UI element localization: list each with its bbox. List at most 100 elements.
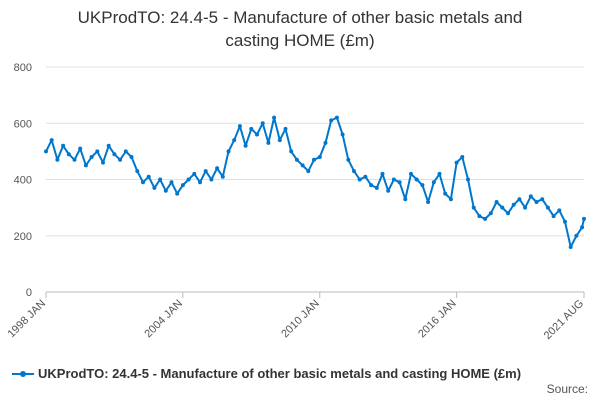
x-tick-label: 1998 JAN: [5, 298, 48, 341]
data-point: [44, 149, 48, 154]
y-tick-label: 600: [14, 118, 32, 130]
data-point: [277, 138, 282, 143]
data-point: [255, 132, 259, 137]
data-point: [283, 126, 288, 131]
data-point: [294, 157, 299, 162]
data-point: [563, 219, 567, 224]
chart-title-line-2: casting HOME (£m): [225, 31, 375, 50]
data-point: [78, 146, 83, 151]
data-point: [198, 180, 202, 185]
data-point: [89, 155, 94, 159]
data-point: [83, 163, 88, 168]
data-point: [477, 214, 482, 219]
data-point: [374, 185, 379, 190]
gridlines: [46, 66, 584, 237]
series-layer: [44, 115, 586, 249]
data-point: [386, 188, 391, 193]
y-tick-label: 800: [14, 62, 32, 74]
data-point: [414, 177, 419, 182]
series-line: [45, 116, 585, 248]
source-label: Source:: [546, 382, 588, 396]
data-point: [95, 149, 100, 154]
data-point: [152, 185, 157, 190]
data-point: [266, 140, 271, 145]
x-tick-label: 2004 JAN: [142, 298, 185, 341]
data-point: [118, 157, 123, 162]
data-point: [391, 177, 396, 182]
data-point: [49, 138, 54, 143]
data-point: [523, 205, 528, 210]
data-point: [420, 183, 425, 188]
data-point: [180, 183, 185, 188]
data-point: [454, 160, 459, 165]
y-tick-label: 0: [26, 287, 32, 299]
data-point: [466, 177, 470, 182]
data-point: [346, 157, 351, 162]
data-point: [66, 152, 71, 157]
data-point: [260, 121, 265, 126]
data-point: [129, 155, 134, 159]
data-point: [534, 200, 539, 204]
data-point: [551, 214, 556, 219]
x-tick-labels: 1998 JAN 2004 JAN 2010 JAN 2016 JAN 2021 AUG: [5, 298, 586, 342]
data-point: [540, 197, 545, 202]
y-tick-labels: 0 200 400 600 800: [14, 62, 32, 299]
chart-title: UKProdTO: 24.4-5 - Manufacture of other …: [0, 6, 600, 52]
legend-label: UKProdTO: 24.4-5 - Manufacture of other …: [38, 366, 522, 381]
data-point: [437, 171, 442, 176]
data-point: [123, 149, 128, 154]
data-point: [574, 233, 579, 238]
data-point: [243, 143, 248, 148]
data-point: [163, 188, 168, 193]
data-point: [352, 169, 356, 174]
data-point: [175, 191, 180, 196]
data-point: [426, 200, 431, 204]
data-point: [300, 163, 305, 168]
data-point: [580, 225, 585, 230]
data-point: [357, 177, 362, 182]
chart-title-line-1: UKProdTO: 24.4-5 - Manufacture of other …: [77, 8, 523, 27]
data-point: [403, 197, 408, 202]
data-point: [203, 169, 208, 174]
data-point: [409, 171, 413, 176]
data-point: [340, 132, 345, 137]
data-point: [220, 174, 225, 179]
data-point: [334, 115, 339, 120]
data-point: [146, 174, 151, 179]
y-tick-label: 200: [14, 231, 32, 243]
data-point: [169, 180, 174, 185]
data-point: [106, 143, 111, 148]
data-point: [369, 183, 374, 188]
data-point: [557, 208, 562, 213]
data-point: [209, 177, 214, 182]
data-point: [443, 191, 448, 196]
data-point: [249, 126, 254, 131]
data-point: [582, 216, 586, 221]
data-point: [101, 160, 105, 165]
data-point: [517, 197, 522, 202]
data-point: [506, 211, 510, 216]
data-point: [289, 149, 294, 154]
data-point: [192, 171, 197, 176]
data-point: [317, 155, 322, 159]
data-point: [494, 200, 499, 204]
data-point: [226, 149, 231, 154]
data-point: [55, 157, 60, 162]
data-point: [471, 205, 476, 210]
x-tick-label: 2021 AUG: [542, 298, 586, 342]
data-point: [112, 152, 117, 157]
series-group: [44, 115, 586, 249]
data-point: [215, 166, 220, 171]
data-point: [568, 245, 573, 249]
x-tick-label: 2016 JAN: [416, 298, 459, 341]
data-point: [186, 177, 191, 182]
data-point: [272, 115, 277, 120]
data-point: [380, 171, 385, 176]
data-point: [61, 143, 66, 148]
data-point: [397, 180, 402, 185]
data-point: [158, 177, 163, 182]
legend[interactable]: UKProdTO: 24.4-5 - Manufacture of other …: [12, 366, 592, 381]
data-point: [232, 138, 237, 143]
legend-swatch-icon: [12, 368, 34, 380]
